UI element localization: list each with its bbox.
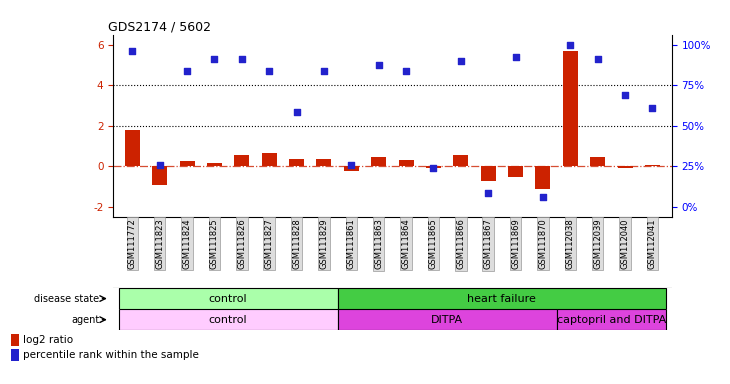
Text: GSM111772: GSM111772: [128, 218, 137, 269]
Bar: [180, 161, 195, 166]
Bar: [590, 157, 605, 166]
Text: GSM112038: GSM112038: [566, 218, 575, 269]
Bar: [152, 166, 167, 185]
Bar: [618, 166, 633, 168]
Text: GSM111866: GSM111866: [456, 218, 465, 269]
Text: GSM111867: GSM111867: [484, 218, 493, 269]
Point: [126, 48, 138, 54]
Text: log2 ratio: log2 ratio: [23, 335, 73, 345]
Bar: [125, 130, 140, 166]
Point: [455, 58, 466, 64]
Bar: [316, 159, 331, 166]
Bar: [344, 166, 359, 171]
Text: GSM111828: GSM111828: [292, 218, 301, 269]
Point: [510, 54, 521, 60]
Bar: [11, 349, 19, 361]
Text: GSM111829: GSM111829: [320, 218, 328, 269]
Text: GSM111827: GSM111827: [265, 218, 274, 269]
Bar: [118, 309, 338, 330]
Bar: [426, 166, 441, 168]
Text: GSM111870: GSM111870: [539, 218, 548, 269]
Text: GSM112041: GSM112041: [648, 218, 657, 269]
Point: [373, 62, 385, 68]
Text: captopril and DITPA: captopril and DITPA: [557, 314, 666, 325]
Bar: [338, 309, 557, 330]
Point: [318, 68, 330, 74]
Bar: [535, 166, 550, 189]
Point: [428, 165, 439, 171]
Point: [564, 41, 576, 48]
Bar: [11, 334, 19, 346]
Text: GSM111823: GSM111823: [155, 218, 164, 269]
Text: GSM111825: GSM111825: [210, 218, 219, 269]
Text: GSM111869: GSM111869: [511, 218, 520, 269]
Text: GSM112039: GSM112039: [593, 218, 602, 269]
Bar: [645, 165, 660, 166]
Point: [537, 194, 549, 200]
Text: DITPA: DITPA: [431, 314, 464, 325]
Point: [154, 162, 166, 168]
Text: GSM111865: GSM111865: [429, 218, 438, 269]
Bar: [289, 159, 304, 166]
Bar: [207, 163, 222, 166]
Text: GDS2174 / 5602: GDS2174 / 5602: [107, 20, 210, 33]
Point: [400, 68, 412, 74]
Bar: [508, 166, 523, 177]
Text: GSM111826: GSM111826: [237, 218, 246, 269]
Bar: [234, 155, 250, 166]
Point: [647, 104, 658, 111]
Text: percentile rank within the sample: percentile rank within the sample: [23, 351, 199, 361]
Bar: [338, 288, 666, 309]
Bar: [261, 153, 277, 166]
Text: control: control: [209, 314, 247, 325]
Point: [209, 56, 220, 62]
Point: [236, 56, 247, 62]
Point: [345, 162, 357, 168]
Bar: [453, 155, 469, 166]
Bar: [371, 157, 386, 166]
Point: [483, 190, 494, 196]
Text: agent: agent: [72, 314, 99, 325]
Text: GSM111824: GSM111824: [182, 218, 191, 269]
Bar: [557, 309, 666, 330]
Point: [619, 92, 631, 98]
Point: [592, 56, 604, 62]
Text: GSM112040: GSM112040: [620, 218, 629, 269]
Bar: [118, 288, 338, 309]
Point: [181, 68, 193, 74]
Bar: [399, 160, 414, 166]
Text: disease state: disease state: [34, 293, 99, 304]
Text: GSM111863: GSM111863: [374, 218, 383, 269]
Text: GSM111861: GSM111861: [347, 218, 356, 269]
Text: GSM111864: GSM111864: [402, 218, 410, 269]
Point: [264, 68, 275, 74]
Bar: [480, 166, 496, 182]
Text: control: control: [209, 293, 247, 304]
Text: heart failure: heart failure: [467, 293, 537, 304]
Point: [291, 109, 302, 115]
Bar: [563, 51, 578, 166]
